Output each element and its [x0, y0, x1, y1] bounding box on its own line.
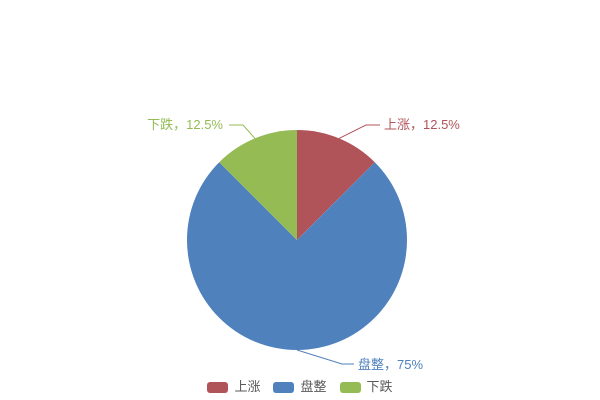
legend-swatch-rise: [207, 381, 229, 393]
legend-item-fall[interactable]: 下跌: [339, 379, 393, 394]
legend: 上涨 盘整 下跌: [0, 380, 600, 394]
callout-label-fall: 下跌，12.5%: [147, 117, 223, 132]
pie-slice-rise[interactable]: [297, 130, 375, 240]
callout-label-flat: 盘整，75%: [358, 357, 424, 372]
label-line-fall: [229, 124, 256, 139]
label-line-rise: [338, 124, 380, 139]
label-line-flat: [296, 349, 354, 365]
legend-item-flat[interactable]: 盘整: [273, 379, 327, 394]
legend-label-flat: 盘整: [300, 379, 327, 394]
legend-swatch-flat: [273, 381, 295, 393]
pie-slice-fall[interactable]: [219, 130, 297, 240]
legend-label-fall: 下跌: [366, 379, 393, 394]
legend-label-rise: 上涨: [234, 379, 261, 394]
legend-item-rise[interactable]: 上涨: [207, 380, 260, 394]
callout-label-rise: 上涨，12.5%: [384, 117, 460, 132]
pie-slice-flat[interactable]: [187, 162, 407, 351]
legend-swatch-fall: [339, 381, 361, 393]
